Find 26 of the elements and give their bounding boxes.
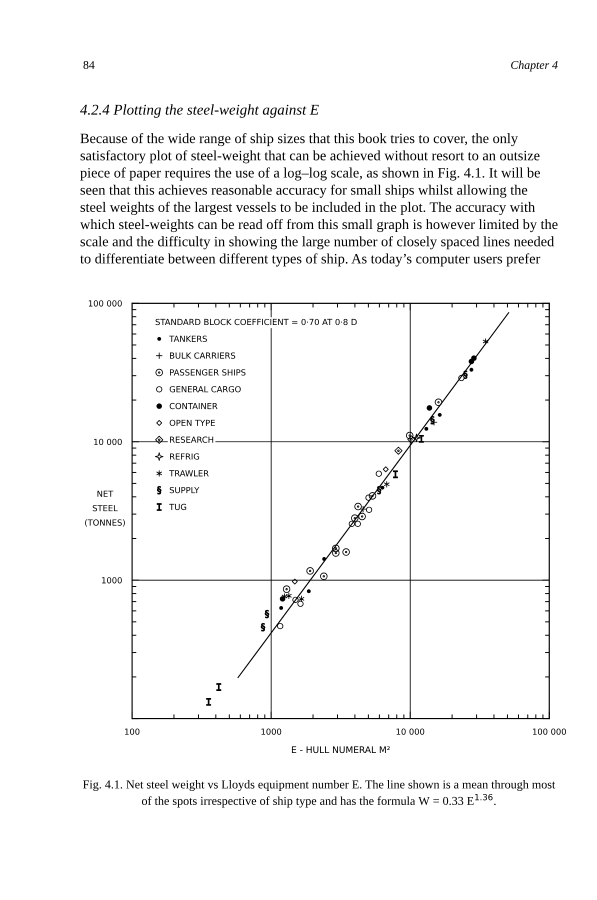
legend-label: BULK CARRIERS — [170, 352, 236, 359]
text: 84 — [83, 60, 95, 69]
y-tick-label: 1000 — [102, 577, 122, 584]
text: Chapter 4 — [511, 60, 558, 72]
legend-title: STANDARD BLOCK COEFFICIENT = 0·70 AT 0·8 D — [156, 318, 357, 326]
legend-label: GENERAL CARGO — [170, 386, 241, 392]
x-tick-label: 100 000 — [532, 728, 566, 735]
x-tick-label: 1000 — [261, 728, 282, 735]
legend-label: TANKERS — [169, 336, 207, 342]
text: 4.2.4 Plotting the steel-weight against E — [80, 104, 319, 118]
y-axis-title: NET STEEL (TONNES) — [85, 490, 125, 527]
legend-label: CONTAINER — [170, 402, 218, 410]
legend-label: PASSENGER SHIPS — [170, 369, 246, 376]
legend-label: TRAWLER — [169, 470, 209, 476]
x-axis-title: E - HULL NUMERAL M² — [292, 746, 390, 754]
x-tick-label: 10 000 — [396, 728, 424, 735]
y-tick-label: 10 000 — [94, 438, 122, 446]
caption: Fig. 4.1. Net steel weight vs Lloyds equipment number E. The line shown is a mean through most of the spots irrespective of ship type and has the formula W = 0.33 E$^{1.36}$. — [83, 780, 556, 808]
x-tick-label: 100 — [125, 728, 140, 735]
y-tick-label: 100 000 — [88, 300, 122, 307]
legend-label: SUPPLY — [170, 486, 200, 494]
legend-label: OPEN TYPE — [170, 420, 215, 426]
legend-label: RESEARCH — [170, 436, 214, 443]
legend-label: REFRIG — [170, 453, 200, 460]
legend-label: TUG — [169, 504, 186, 510]
text: Because of the wide range of ship sizes that this book tries to cover, the only satisfactory plot of steel-weight that can be achieved without resort to an outsize piece of paper requires the use of a log–log scale, as shown in Fig. 4.1. It will be seen that this achieves reasonable accuracy for small ships whilst allowing the steel weights of the largest vessels to be included in the plot. The accuracy with which steel-weights can be read off from this small graph is however limited by the scale and the difficulty in showing the large number of closely spaced lines needed to differentiate between different types of ship. As today’s computer users prefer — [80, 133, 558, 266]
